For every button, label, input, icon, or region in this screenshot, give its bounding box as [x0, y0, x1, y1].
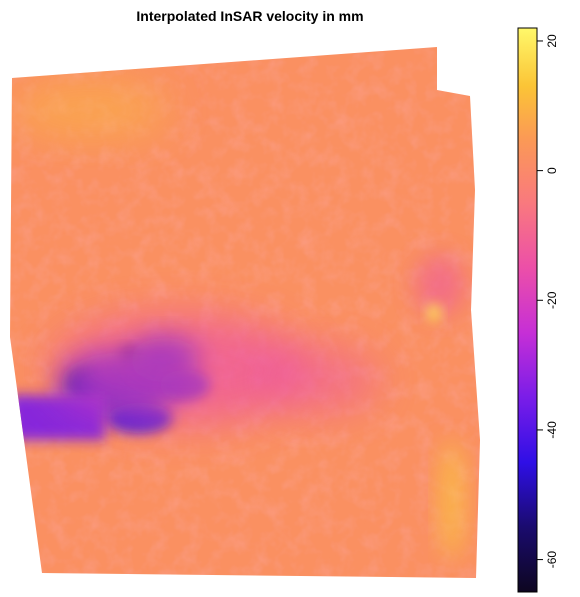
- colorbar-tick-label: 0: [545, 167, 559, 174]
- pink-halo: [260, 345, 380, 415]
- chart-title: Interpolated InSAR velocity in mm: [136, 8, 364, 24]
- colorbar-tick-label: -60: [545, 551, 559, 569]
- colorbar: 20 0 -20 -40 -60: [517, 27, 559, 593]
- colorbar-tick-label: 20: [545, 34, 559, 48]
- velocity-map: [10, 47, 480, 578]
- northwest-warm-patch: [10, 80, 170, 140]
- colorbar-scale: [517, 27, 538, 593]
- eastern-spot: [427, 304, 441, 322]
- pink-halo: [50, 315, 310, 425]
- colorbar-tick-label: -20: [545, 291, 559, 309]
- southeast-streak: [440, 440, 464, 560]
- pink-halo: [415, 255, 465, 315]
- colorbar-tick-label: -40: [545, 421, 559, 439]
